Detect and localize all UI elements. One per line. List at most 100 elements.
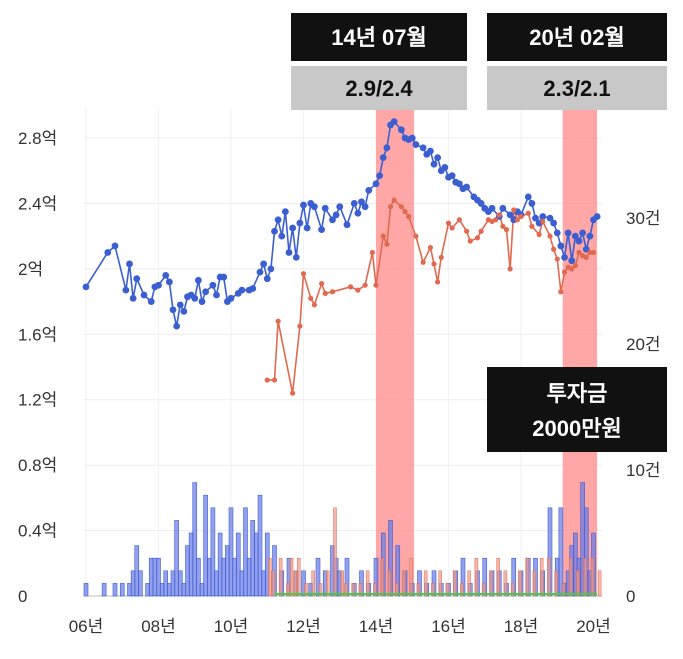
series-point-sale (133, 275, 141, 283)
series-point-sale (140, 291, 148, 299)
series-point-jeonse (297, 323, 303, 329)
volume-bar-jeonse (416, 583, 421, 597)
series-point-jeonse (572, 262, 578, 269)
volume-bar-jeonse (344, 583, 348, 597)
series-point-sale (198, 298, 206, 305)
series-point-sale (372, 180, 380, 188)
series-point-sale (267, 265, 275, 273)
volume-bars (83, 482, 602, 597)
series-point-sale (350, 200, 358, 207)
volume-bar-jeonse (289, 557, 294, 597)
series-point-sale (162, 272, 170, 279)
volume-bar-jeonse (387, 570, 392, 597)
y-left-tick-label: 2.8억 (18, 129, 57, 148)
volume-bar-sale (196, 557, 201, 597)
series-point-jeonse (493, 217, 499, 223)
series-point-sale (463, 183, 471, 191)
volume-bar-jeonse (278, 557, 283, 597)
y-left-tick-label: 0.8억 (18, 456, 57, 475)
series-point-jeonse (435, 279, 441, 285)
series-point-jeonse (319, 280, 325, 287)
series-point-jeonse (308, 295, 314, 301)
series-point-jeonse (547, 233, 553, 239)
series-point-jeonse (362, 282, 368, 288)
series-point-sale (365, 186, 373, 194)
volume-bar-jeonse (304, 583, 308, 597)
series-point-sale (238, 286, 246, 294)
volume-bar-sale (119, 583, 125, 597)
volume-bar-jeonse (525, 557, 529, 597)
series-point-jeonse (438, 254, 444, 261)
series-point-jeonse (329, 289, 336, 295)
volume-bar-jeonse (460, 583, 464, 597)
series-point-jeonse (536, 231, 542, 238)
series-point-sale (194, 276, 202, 284)
investment-annotation: 투자금 2000만원 (487, 367, 667, 452)
volume-bar-sale (235, 532, 241, 597)
volume-bar-jeonse (373, 583, 377, 597)
volume-bar-jeonse (333, 507, 337, 597)
highlight-band-1 (376, 108, 415, 596)
series-point-jeonse (569, 266, 575, 272)
volume-bar-jeonse (597, 570, 602, 597)
series-point-sale (191, 294, 199, 302)
highlight-label-2: 20년 02월 2.3/2.1 (487, 13, 667, 110)
series-point-sale (82, 283, 90, 291)
series-point-jeonse (514, 217, 520, 223)
volume-bar-sale (138, 570, 143, 597)
volume-bar-jeonse (503, 570, 508, 597)
volume-bar-sale (156, 557, 161, 597)
series-point-sale (292, 254, 300, 261)
series-point-sale (249, 285, 257, 292)
series-point-sale (285, 249, 293, 256)
y-right-tick-label: 10건 (626, 461, 661, 480)
series-point-jeonse (525, 210, 531, 216)
series-point-jeonse (529, 223, 535, 229)
volume-bar-jeonse (452, 570, 457, 597)
volume-bar-jeonse (402, 570, 406, 597)
series-point-sale (426, 147, 434, 155)
volume-bar-jeonse (340, 570, 344, 597)
volume-bar-sale (257, 494, 263, 597)
volume-bar-jeonse (268, 557, 272, 597)
x-tick-label: 14년 (359, 617, 394, 636)
series-point-jeonse (369, 249, 375, 256)
volume-bar-jeonse (532, 570, 537, 597)
series-point-sale (155, 281, 162, 289)
volume-bar-jeonse (518, 570, 522, 597)
series-point-sale (568, 257, 576, 265)
series-point-jeonse (380, 233, 386, 239)
series-point-sale (354, 209, 362, 217)
series-point-jeonse (348, 284, 354, 290)
series-point-sale (361, 203, 369, 211)
x-tick-label: 18년 (504, 617, 539, 636)
volume-bar-jeonse (297, 557, 301, 597)
series-point-sale (336, 203, 344, 211)
series-point-jeonse (558, 289, 564, 295)
series-point-sale (477, 200, 485, 207)
y-left-tick-label: 2.4억 (18, 194, 57, 213)
price-lines (85, 120, 598, 394)
series-point-jeonse (507, 266, 513, 272)
series-line-jeonse (267, 199, 594, 394)
highlight-value-2-bg (487, 66, 667, 110)
volume-bar-jeonse (568, 557, 573, 597)
series-point-jeonse (311, 302, 317, 308)
series-point-sale (126, 260, 133, 268)
highlight-label-1-bg (291, 13, 467, 61)
series-point-sale (579, 229, 587, 237)
series-point-sale (376, 172, 384, 180)
series-point-sale (564, 229, 572, 237)
series-point-sale (358, 198, 365, 206)
volume-bar-jeonse (380, 557, 384, 597)
highlight-label-1-text: 14년 07월 (331, 25, 427, 50)
y-left-tick-label: 2억 (18, 260, 43, 279)
volume-bar-jeonse (423, 570, 428, 597)
y-left-tick-label: 1.2억 (18, 391, 57, 410)
volume-bar-sale (315, 557, 321, 597)
series-point-jeonse (467, 238, 473, 244)
series-point-jeonse (503, 227, 510, 233)
volume-bar-jeonse (554, 570, 558, 597)
series-point-sale (209, 281, 217, 289)
series-point-sale (289, 224, 297, 232)
